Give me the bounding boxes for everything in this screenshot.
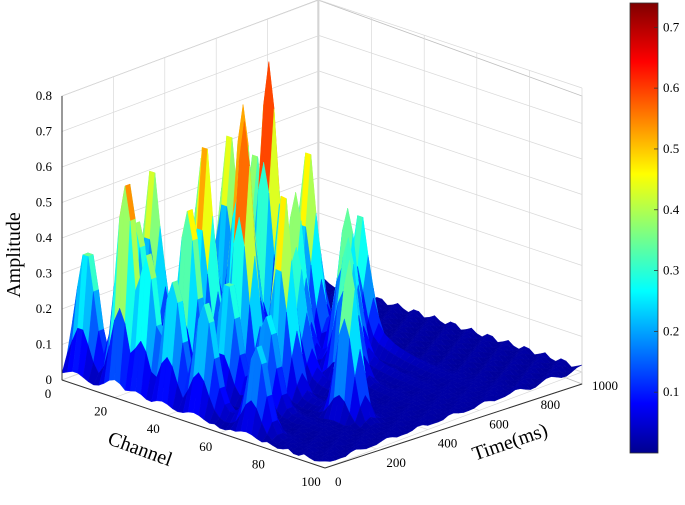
colorbar-gradient xyxy=(629,2,659,454)
z-tick-label: 0.1 xyxy=(36,337,52,352)
x-tick-label: 100 xyxy=(301,474,321,489)
y-tick-label: 800 xyxy=(541,397,561,412)
z-tick-label: 0.4 xyxy=(36,230,53,245)
surface xyxy=(61,61,583,462)
x-tick-labels: 0 20 40 60 80 100 xyxy=(45,386,321,489)
grid-line-z xyxy=(318,0,583,89)
axes xyxy=(61,96,583,469)
x-tick-label: 60 xyxy=(199,439,212,454)
colorbar-tick-label: 0.5 xyxy=(663,141,679,156)
x-tick-label: 80 xyxy=(252,456,265,471)
grid-line-z xyxy=(318,141,583,231)
grid-line-z xyxy=(61,35,320,132)
grid-line-z xyxy=(318,177,583,266)
x-tick-label: 0 xyxy=(45,386,52,401)
x-tick-label: 40 xyxy=(147,421,160,436)
grid-line-z xyxy=(61,0,320,97)
z-tick-label: 0.8 xyxy=(36,88,52,103)
y-tick-label: 200 xyxy=(386,455,406,470)
grid-line-z xyxy=(61,106,320,203)
grid-line-z xyxy=(318,70,583,160)
y-tick-label: 400 xyxy=(438,436,458,451)
grid-line-z xyxy=(318,106,583,195)
colorbar: 0.1 0.2 0.3 0.4 0.5 0.6 0.7 xyxy=(629,2,680,454)
y-tick-label: 1000 xyxy=(592,378,618,393)
z-axis-title: Amplitude xyxy=(3,212,25,298)
z-tick-labels: 0 0.1 0.2 0.3 0.4 0.5 0.6 0.7 0.8 xyxy=(36,88,53,387)
z-tick-label: 0 xyxy=(46,372,53,387)
x-tick-label: 20 xyxy=(94,404,107,419)
z-tick-label: 0.5 xyxy=(36,195,52,210)
colorbar-tick-label: 0.7 xyxy=(663,19,680,34)
colorbar-ticks: 0.1 0.2 0.3 0.4 0.5 0.6 0.7 xyxy=(654,19,680,399)
grid-line-z xyxy=(61,70,320,168)
grid-line-x xyxy=(324,371,583,469)
x-axis-title: Channel xyxy=(105,428,176,472)
colorbar-tick-label: 0.6 xyxy=(663,80,680,95)
colorbar-tick-label: 0.3 xyxy=(663,263,679,278)
z-tick-label: 0.3 xyxy=(36,266,52,281)
colorbar-tick-label: 0.4 xyxy=(663,202,680,217)
z-tick-label: 0.7 xyxy=(36,124,53,139)
z-tick-label: 0.2 xyxy=(36,301,52,316)
y-tick-labels: 0 200 400 600 800 1000 xyxy=(335,378,618,489)
grid-line-z xyxy=(318,35,583,124)
y-axis-title: Time(ms) xyxy=(470,419,551,465)
colorbar-tick-label: 0.1 xyxy=(663,384,679,399)
surface-patch xyxy=(319,457,331,462)
x-axis-line xyxy=(61,379,326,469)
y-tick-label: 0 xyxy=(335,474,342,489)
y-axis-line xyxy=(324,383,583,469)
y-tick-label: 600 xyxy=(489,416,509,431)
z-tick-label: 0.6 xyxy=(36,159,53,174)
colorbar-tick-label: 0.2 xyxy=(663,323,679,338)
